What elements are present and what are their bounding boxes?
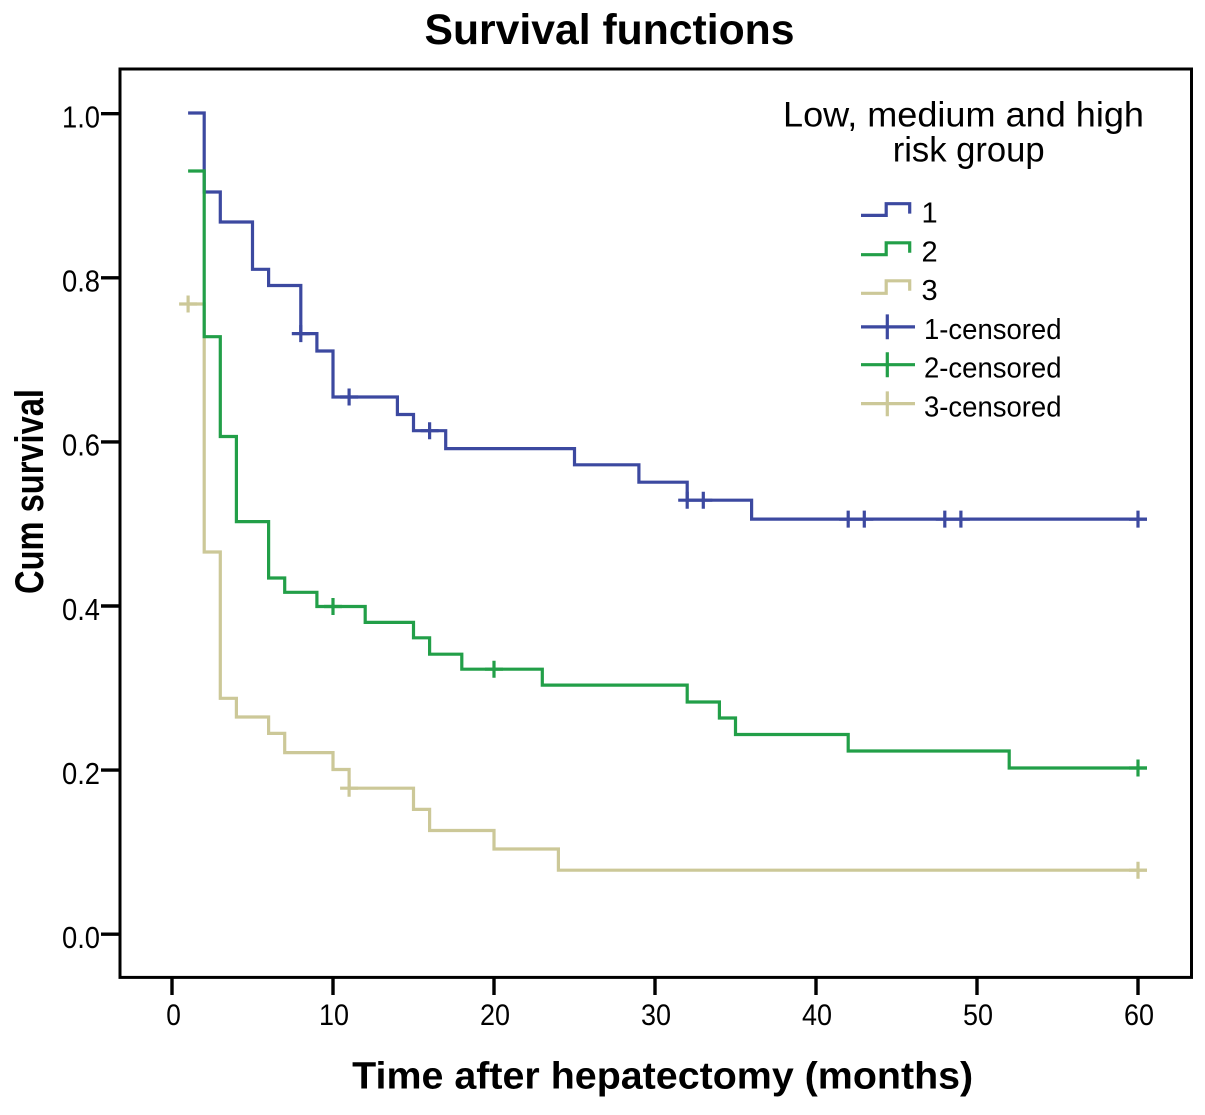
- svg-text:2-censored: 2-censored: [924, 353, 1062, 385]
- svg-text:10: 10: [319, 999, 349, 1032]
- svg-text:0.8: 0.8: [62, 265, 100, 299]
- svg-text:0.4: 0.4: [62, 593, 100, 627]
- svg-text:60: 60: [1124, 999, 1154, 1032]
- svg-text:20: 20: [480, 999, 510, 1032]
- svg-text:2: 2: [922, 236, 938, 268]
- svg-text:40: 40: [802, 999, 832, 1032]
- svg-text:1-censored: 1-censored: [924, 314, 1062, 346]
- svg-text:Time after hepatectomy (months: Time after hepatectomy (months): [352, 1056, 973, 1098]
- svg-text:0: 0: [166, 999, 181, 1032]
- svg-text:30: 30: [641, 999, 671, 1032]
- svg-text:3-censored: 3-censored: [924, 392, 1062, 424]
- svg-text:Low, medium and high: Low, medium and high: [783, 95, 1144, 135]
- svg-text:risk group: risk group: [893, 130, 1045, 170]
- svg-text:0.6: 0.6: [62, 429, 100, 463]
- svg-text:0.2: 0.2: [62, 757, 100, 791]
- svg-text:3: 3: [922, 275, 938, 307]
- svg-text:Survival functions: Survival functions: [425, 6, 795, 54]
- svg-text:1: 1: [922, 198, 938, 230]
- svg-text:50: 50: [963, 999, 993, 1032]
- svg-text:Cum survival: Cum survival: [8, 389, 52, 594]
- svg-text:1.0: 1.0: [62, 101, 100, 135]
- svg-text:0.0: 0.0: [62, 921, 100, 955]
